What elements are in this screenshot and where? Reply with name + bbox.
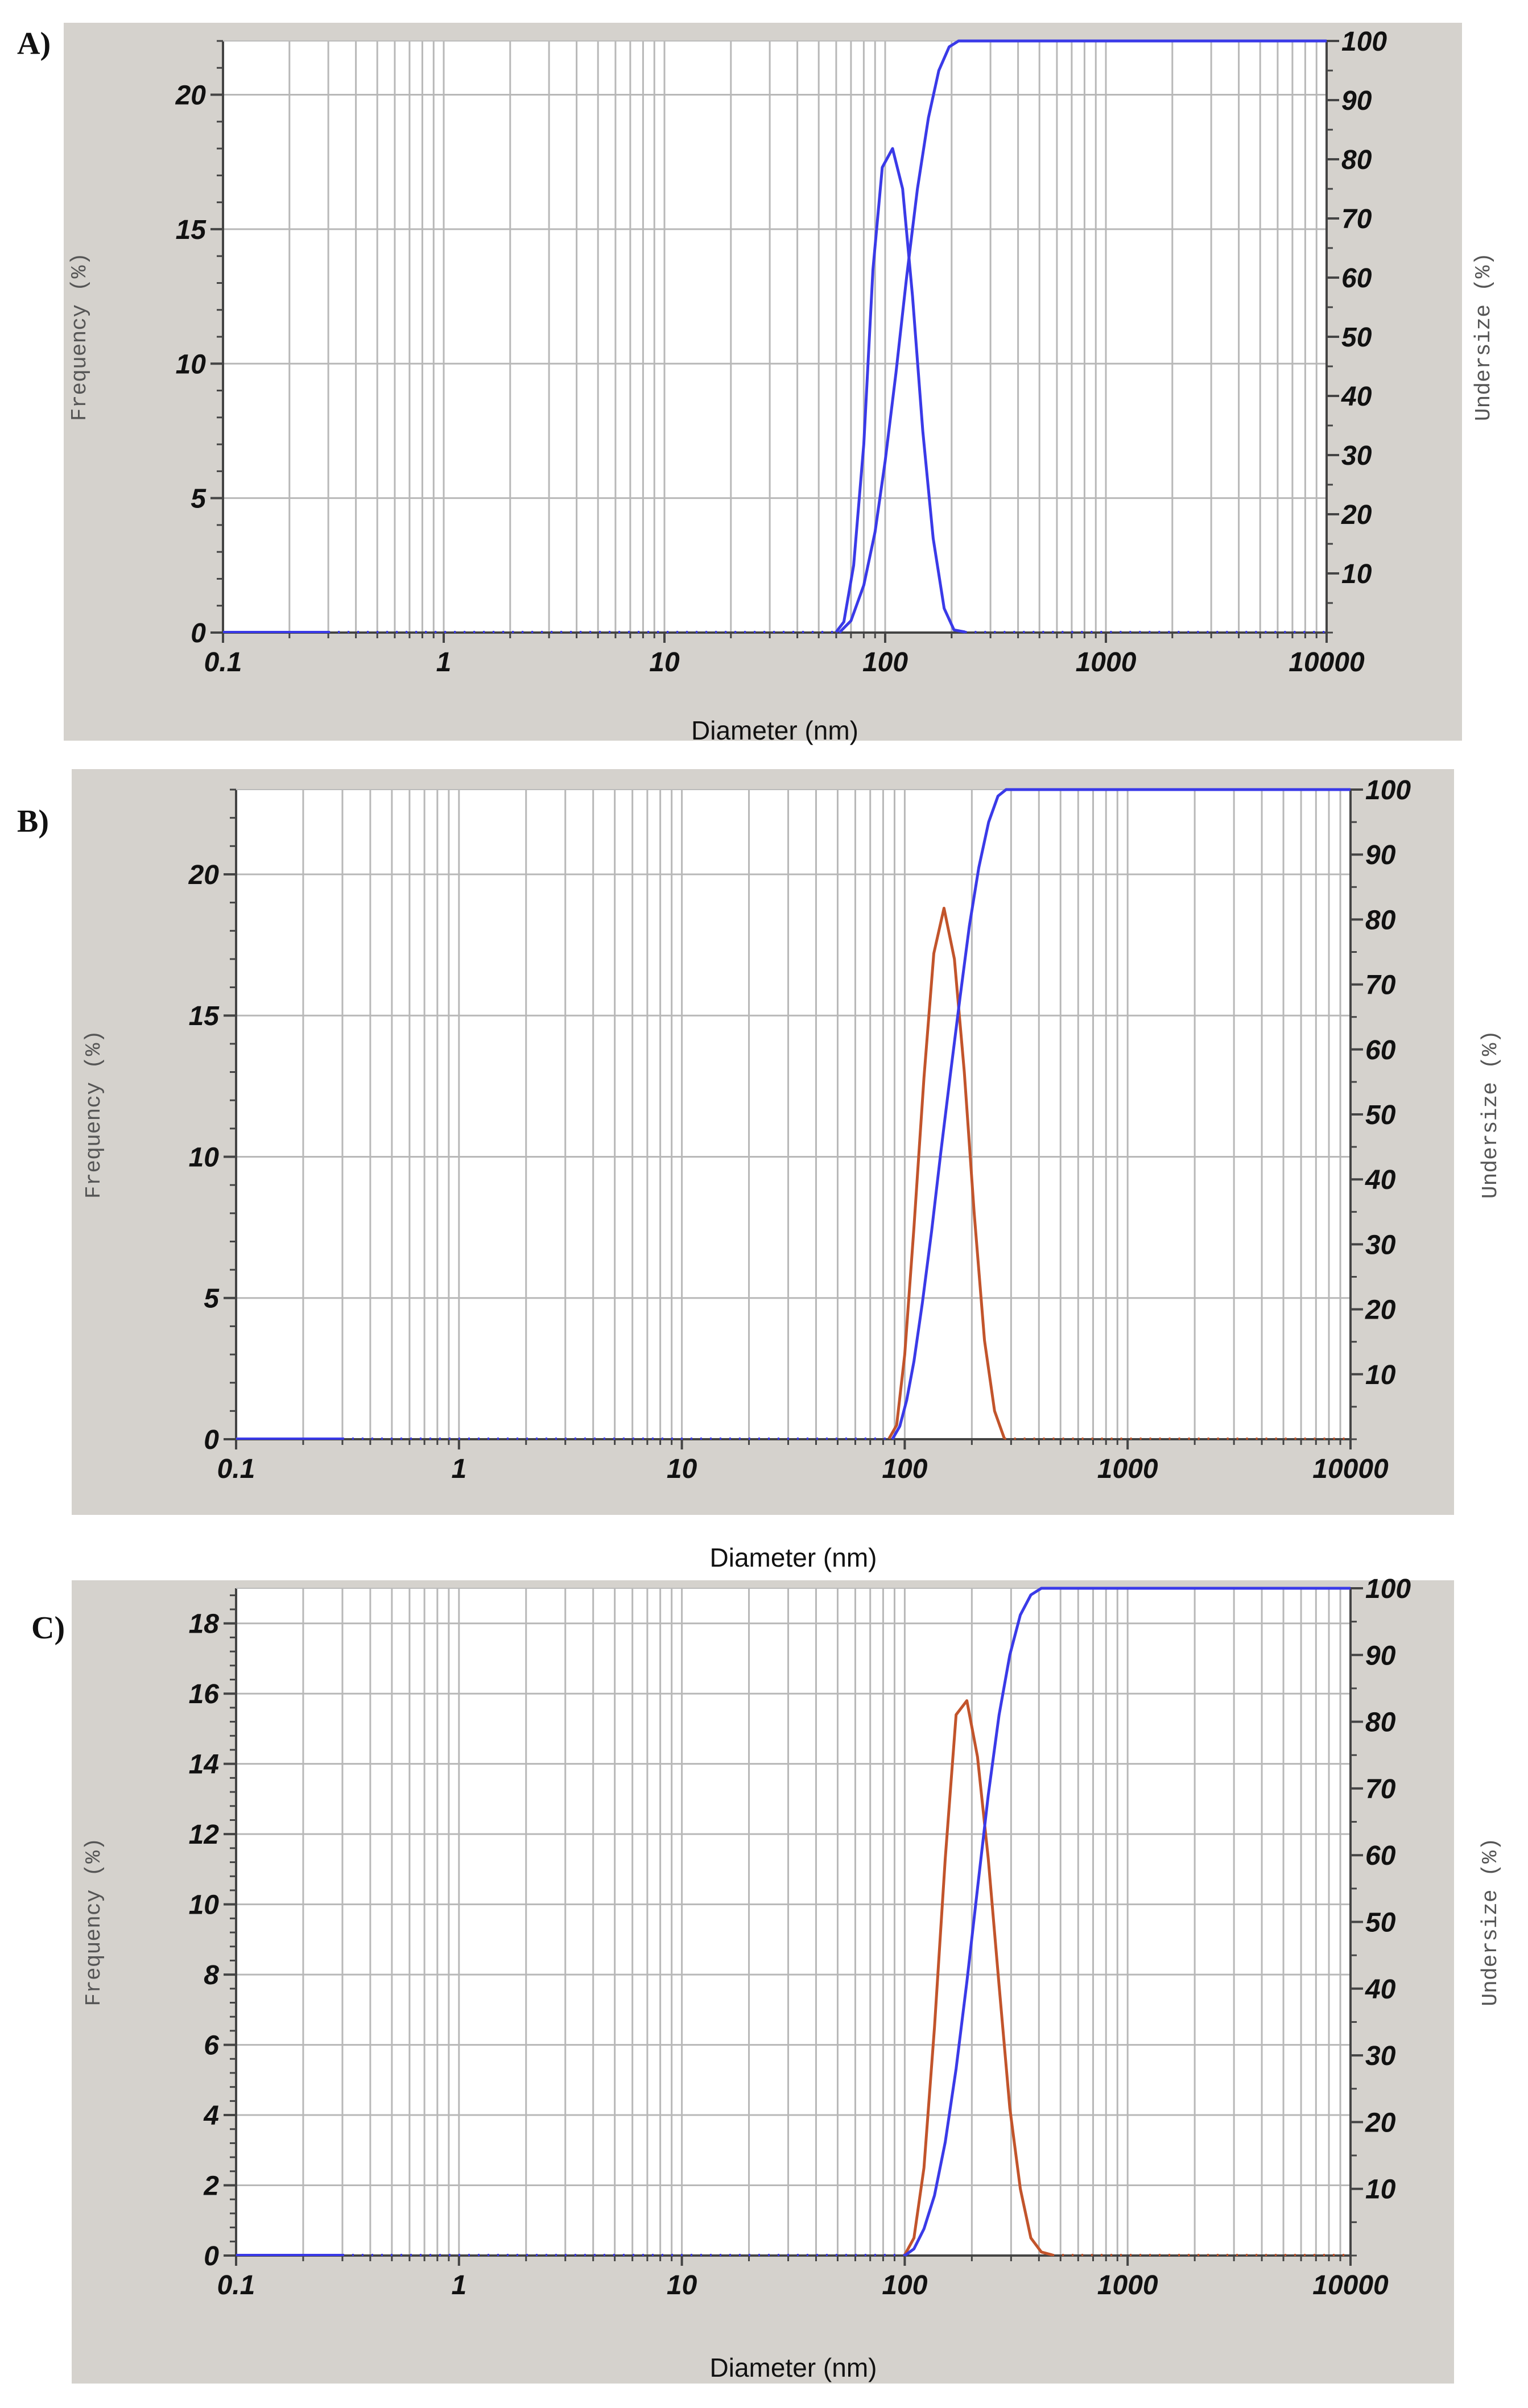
y-left-axis-title: Frequency (%) [68,253,92,421]
y-right-tick-label: 30 [1365,2041,1396,2071]
y-right-tick-label: 20 [1365,2108,1396,2138]
chart-panel-2: 0.1 1 10 100 1000 10000 0 5 10 15 20 10 20 30 40 50 60 70… [17,769,1503,1572]
x-tick-label: 100 [882,1454,927,1484]
panel-label: A) [17,26,51,61]
x-tick-label: 1 [451,1454,466,1484]
x-tick-label: 10 [649,647,680,678]
y-left-tick-label: 5 [191,484,207,514]
chart-panel-1: 0.1 1 10 100 1000 10000 0 5 10 15 20 10 20 30 40 50 60 70… [17,23,1496,745]
y-right-tick-label: 70 [1365,1774,1396,1804]
series-line-left [835,147,965,634]
y-right-tick-label: 100 [1365,1574,1411,1604]
y-right-tick-label: 90 [1365,840,1396,870]
plot-area [223,41,1327,633]
y-right-tick-label: 80 [1341,145,1372,175]
y-right-tick-label: 10 [1341,559,1372,589]
y-left-tick-label: 20 [188,860,220,890]
y-right-tick-label: 80 [1365,1708,1396,1738]
y-left-tick-label: 0 [191,618,206,649]
y-left-tick-label: 10 [189,1142,220,1172]
panel-label: B) [17,804,49,839]
x-axis-title: Diameter (nm) [710,1543,877,1572]
plot-area [236,790,1351,1439]
x-tick-label: 100 [882,2270,927,2300]
y-right-tick-label: 30 [1341,441,1372,471]
panel-label: C) [31,1610,65,1646]
x-tick-label: 1000 [1097,2270,1158,2300]
y-left-tick-label: 15 [189,1001,220,1031]
y-right-tick-label: 60 [1341,263,1372,294]
series-line-right [891,788,1351,1440]
y-right-tick-label: 50 [1341,323,1372,353]
series-line-left [887,907,1006,1440]
y-right-tick-label: 90 [1365,1641,1396,1671]
series-line-left [903,1699,1053,2257]
y-right-tick-label: 30 [1365,1230,1396,1260]
y-left-tick-label: 10 [189,1890,220,1920]
y-right-tick-label: 40 [1365,1165,1396,1195]
y-right-tick-label: 20 [1365,1295,1396,1325]
y-right-tick-label: 50 [1365,1100,1396,1130]
y-left-tick-label: 8 [204,1960,219,1990]
x-tick-label: 10000 [1312,2270,1389,2300]
x-tick-label: 1000 [1097,1454,1158,1484]
x-axis-title: Diameter (nm) [710,2353,877,2382]
x-tick-label: 10 [667,1454,697,1484]
y-right-tick-label: 70 [1365,970,1396,1001]
y-right-tick-label: 100 [1341,27,1387,57]
x-tick-label: 0.1 [217,1454,255,1484]
x-tick-label: 1000 [1076,647,1137,678]
y-right-tick-label: 80 [1365,905,1396,935]
y-left-tick-label: 5 [204,1284,220,1314]
y-left-tick-label: 0 [204,2241,219,2271]
chart-panel-3: 0.1 1 10 100 1000 10000 0 2 4 6 8 10 12 14 16 18 10 20 30 4… [31,1574,1503,2384]
y-right-axis-title: Undersize (%) [1472,253,1496,421]
y-right-tick-label: 70 [1341,204,1372,234]
y-right-tick-label: 20 [1341,500,1372,530]
series-line-right [838,39,1327,634]
y-left-tick-label: 15 [176,215,207,245]
series-line-right [903,1587,1351,2257]
x-tick-label: 0.1 [217,2270,255,2300]
y-right-axis-title: Undersize (%) [1479,1837,1503,2006]
y-right-tick-label: 10 [1365,1360,1396,1390]
y-left-tick-label: 18 [189,1609,220,1639]
y-left-tick-label: 2 [203,2171,219,2202]
x-axis-title: Diameter (nm) [691,716,858,745]
y-left-tick-label: 10 [176,349,207,379]
x-tick-label: 1 [436,647,452,678]
y-left-axis-title: Frequency (%) [82,1030,106,1199]
x-tick-label: 1 [451,2270,466,2300]
y-left-tick-label: 20 [175,81,207,111]
plot-area [236,1588,1351,2256]
y-left-tick-label: 6 [204,2031,219,2061]
x-tick-label: 100 [862,647,908,678]
y-left-tick-label: 14 [189,1750,219,1780]
y-right-tick-label: 10 [1365,2175,1396,2205]
x-tick-label: 0.1 [204,647,242,678]
y-left-tick-label: 4 [203,2101,219,2131]
x-tick-label: 10 [667,2270,697,2300]
y-right-tick-label: 40 [1365,1975,1396,2005]
y-left-tick-label: 0 [204,1425,219,1455]
y-left-axis-title: Frequency (%) [82,1837,106,2006]
y-right-axis-title: Undersize (%) [1479,1030,1503,1199]
x-tick-label: 10000 [1312,1454,1389,1484]
y-right-tick-label: 90 [1341,86,1372,116]
y-right-tick-label: 100 [1365,775,1411,806]
y-right-tick-label: 40 [1341,382,1372,412]
x-tick-label: 10000 [1289,647,1365,678]
y-left-tick-label: 12 [189,1820,220,1850]
y-left-tick-label: 16 [189,1679,220,1709]
y-right-tick-label: 60 [1365,1841,1396,1871]
y-right-tick-label: 50 [1365,1908,1396,1938]
y-right-tick-label: 60 [1365,1035,1396,1065]
